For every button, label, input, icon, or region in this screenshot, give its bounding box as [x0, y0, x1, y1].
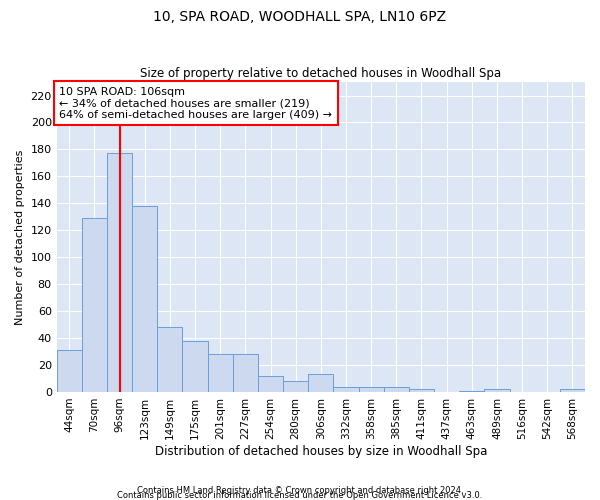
- Text: Contains HM Land Registry data © Crown copyright and database right 2024.: Contains HM Land Registry data © Crown c…: [137, 486, 463, 495]
- Bar: [82, 218, 107, 392]
- Y-axis label: Number of detached properties: Number of detached properties: [15, 150, 25, 324]
- Bar: [208, 354, 233, 392]
- Bar: [107, 154, 132, 392]
- Bar: [56, 350, 82, 392]
- Bar: [459, 390, 484, 392]
- Bar: [132, 206, 157, 392]
- Title: Size of property relative to detached houses in Woodhall Spa: Size of property relative to detached ho…: [140, 66, 502, 80]
- Bar: [233, 354, 258, 392]
- Bar: [182, 341, 208, 392]
- Bar: [359, 386, 384, 392]
- Bar: [308, 374, 334, 392]
- Bar: [384, 386, 409, 392]
- Text: 10, SPA ROAD, WOODHALL SPA, LN10 6PZ: 10, SPA ROAD, WOODHALL SPA, LN10 6PZ: [154, 10, 446, 24]
- Bar: [334, 386, 359, 392]
- Text: 10 SPA ROAD: 106sqm
← 34% of detached houses are smaller (219)
64% of semi-detac: 10 SPA ROAD: 106sqm ← 34% of detached ho…: [59, 86, 332, 120]
- Bar: [484, 390, 509, 392]
- Bar: [560, 390, 585, 392]
- Text: Contains public sector information licensed under the Open Government Licence v3: Contains public sector information licen…: [118, 491, 482, 500]
- Bar: [258, 376, 283, 392]
- Bar: [409, 390, 434, 392]
- X-axis label: Distribution of detached houses by size in Woodhall Spa: Distribution of detached houses by size …: [155, 444, 487, 458]
- Bar: [157, 328, 182, 392]
- Bar: [283, 381, 308, 392]
